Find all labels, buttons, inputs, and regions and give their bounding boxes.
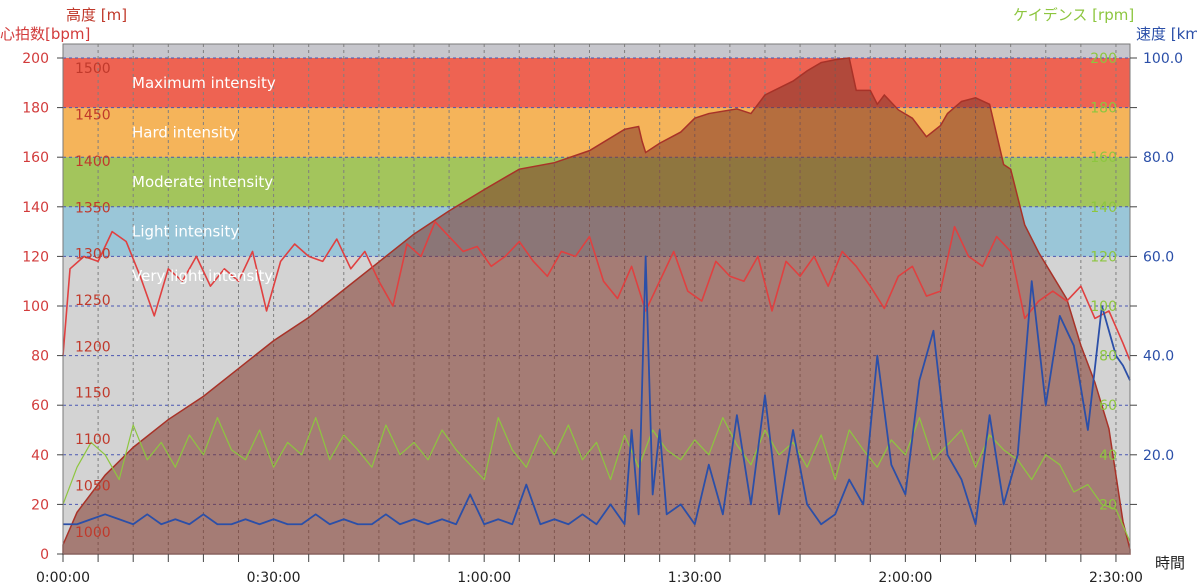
alt-tick-1000: 1000	[75, 525, 111, 541]
hr-tick-40: 40	[31, 448, 49, 464]
zone-label-1: Hard intensity	[132, 123, 238, 141]
altitude-area-path	[62, 57, 1131, 555]
hr-tick-140: 140	[22, 200, 49, 216]
time-tick-0: 0:00:00	[36, 570, 90, 586]
heart-rate-line	[62, 220, 1131, 361]
time-tick-1: 0:30:00	[247, 570, 301, 586]
hr-tick-80: 80	[31, 349, 49, 365]
cad-tick-200: 200	[1090, 51, 1117, 67]
speed-tick-2: 60.0	[1143, 249, 1174, 265]
right-axis-ticks: 20.0 40.0 60.0 80.0 100.0 20 40 60 80 100 120 140 16…	[1090, 51, 1183, 513]
time-tick-4: 2:00:00	[878, 570, 932, 586]
left-axis-ticks: 0 20 40 60 80 100 120 140 160 180 200 1000 1050 1100 1…	[22, 51, 110, 563]
hr-tick-160: 160	[22, 150, 49, 166]
alt-tick-1500: 1500	[75, 61, 111, 77]
cad-tick-140: 140	[1090, 200, 1117, 216]
hr-tick-0: 0	[40, 547, 49, 563]
alt-tick-1400: 1400	[75, 154, 111, 170]
alt-tick-1100: 1100	[75, 432, 111, 448]
cad-tick-80: 80	[1099, 349, 1117, 365]
time-axis-ticks: 0:00:00 0:30:00 1:00:00 1:30:00 2:00:00 2:30:…	[36, 554, 1143, 586]
time-axis-title: 時間	[1155, 554, 1185, 572]
hr-tick-20: 20	[31, 497, 49, 513]
hr-tick-60: 60	[31, 398, 49, 414]
alt-tick-1350: 1350	[75, 200, 111, 216]
cad-tick-20: 20	[1099, 497, 1117, 513]
zone-label-4: Very light intensity	[132, 267, 273, 285]
alt-tick-1250: 1250	[75, 293, 111, 309]
time-tick-3: 1:30:00	[668, 570, 722, 586]
cad-tick-100: 100	[1090, 299, 1117, 315]
speed-axis-title: 速度 [km	[1136, 25, 1197, 43]
cad-tick-40: 40	[1099, 448, 1117, 464]
plot-frame	[62, 43, 1131, 555]
speed-tick-1: 40.0	[1143, 349, 1174, 365]
zone-label-2: Moderate intensity	[132, 173, 273, 191]
speed-tick-3: 80.0	[1143, 150, 1174, 166]
alt-tick-1300: 1300	[75, 247, 111, 263]
speed-tick-4: 100.0	[1143, 51, 1183, 67]
hr-tick-120: 120	[22, 249, 49, 265]
cadence-path	[62, 417, 1131, 542]
cad-tick-160: 160	[1090, 150, 1117, 166]
heart_rate-path	[62, 220, 1131, 361]
zone-label-3: Light intensity	[132, 223, 239, 241]
altitude-axis-title: 高度 [m]	[66, 6, 127, 24]
zone-label-0: Maximum intensity	[132, 74, 276, 92]
alt-tick-1450: 1450	[75, 108, 111, 124]
alt-tick-1050: 1050	[75, 478, 111, 494]
zone-labels: Maximum intensity Hard intensity Moderate …	[132, 74, 276, 285]
hr-tick-180: 180	[22, 101, 49, 117]
heart-rate-axis-title: 心拍数[bpm]	[0, 25, 90, 43]
cad-tick-180: 180	[1090, 101, 1117, 117]
cad-tick-60: 60	[1099, 398, 1117, 414]
hr-tick-100: 100	[22, 299, 49, 315]
time-tick-2: 1:00:00	[457, 570, 511, 586]
hr-tick-200: 200	[22, 51, 49, 67]
time-tick-5: 2:30:00	[1089, 570, 1143, 586]
alt-tick-1150: 1150	[75, 386, 111, 402]
speed-path	[63, 255, 1131, 526]
altitude-area	[62, 57, 1131, 555]
speed-tick-0: 20.0	[1143, 448, 1174, 464]
cadence-line	[62, 417, 1131, 542]
cadence-axis-title: ケイデンス [rpm]	[1013, 6, 1134, 24]
alt-tick-1200: 1200	[75, 339, 111, 355]
zone-band-0	[63, 58, 1130, 108]
cad-tick-120: 120	[1090, 249, 1117, 265]
speed-line	[63, 255, 1131, 526]
